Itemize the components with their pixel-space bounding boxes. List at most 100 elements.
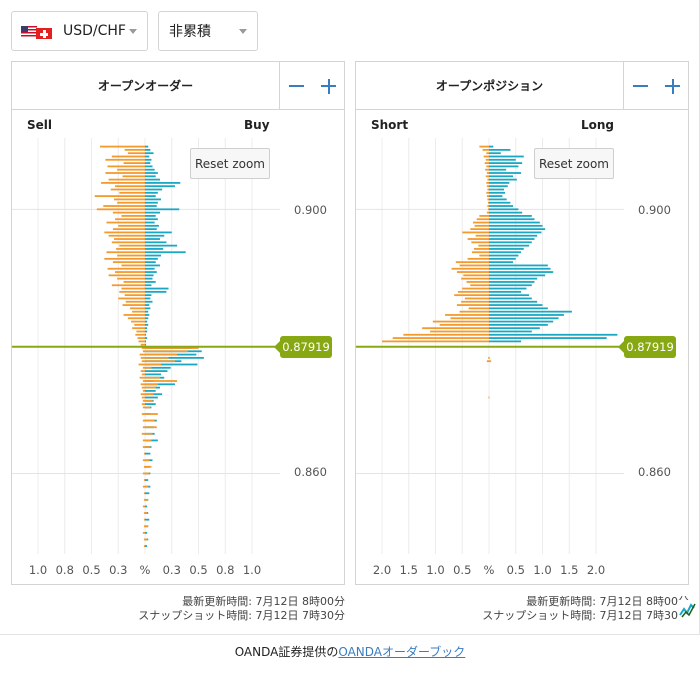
bar-sell xyxy=(140,393,145,396)
bar-short xyxy=(457,290,489,293)
bar-long xyxy=(489,317,559,320)
zoom-in-button[interactable] xyxy=(656,62,689,110)
minus-icon xyxy=(632,84,648,87)
bar-buy xyxy=(145,188,163,191)
bar-buy xyxy=(145,221,155,224)
bar-sell xyxy=(141,396,145,399)
bar-short xyxy=(467,257,489,260)
bar-buy xyxy=(145,145,149,148)
bar-long xyxy=(489,234,538,237)
bar-buy xyxy=(145,251,186,254)
bar-long xyxy=(489,152,501,155)
positions-chart[interactable] xyxy=(356,138,689,554)
bar-below-price xyxy=(488,356,490,359)
bar-sell xyxy=(136,330,145,333)
bar-long xyxy=(489,162,523,164)
bar-sell-below-price- xyxy=(145,432,153,435)
currency-pair-select[interactable]: USD/CHF xyxy=(11,11,148,51)
bar-sell-below-price- xyxy=(145,380,178,382)
short-label: Short xyxy=(371,118,409,132)
bar-short xyxy=(461,300,489,303)
bar-sell xyxy=(135,333,145,336)
bar-buy xyxy=(145,333,147,336)
bar-long xyxy=(489,195,503,198)
bar-short xyxy=(486,182,489,184)
bar-buy xyxy=(145,148,151,151)
bar-sell xyxy=(141,432,145,435)
x-tick-label: % xyxy=(139,563,151,577)
bar-sell xyxy=(121,215,145,217)
bar-sell-below-price- xyxy=(145,350,188,353)
reset-zoom-button[interactable]: Reset zoom xyxy=(190,148,270,179)
bar-buy xyxy=(145,191,158,194)
bar-sell-below-price- xyxy=(145,439,152,442)
bar-long xyxy=(489,168,507,171)
bar-buy xyxy=(145,396,158,399)
bar-buy xyxy=(145,198,162,201)
chevron-down-icon xyxy=(129,29,137,34)
bar-short xyxy=(471,241,489,244)
bar-long xyxy=(489,333,618,336)
x-tick-label: 1.5 xyxy=(399,563,418,577)
bar-sell xyxy=(118,224,145,227)
bar-short xyxy=(430,330,489,333)
bar-buy xyxy=(145,158,152,161)
reset-zoom-button[interactable]: Reset zoom xyxy=(534,148,614,179)
bar-buy xyxy=(145,244,178,247)
bar-short xyxy=(487,198,489,201)
zoom-out-button[interactable] xyxy=(624,62,656,110)
x-tick-label: 1.0 xyxy=(28,563,48,577)
bar-buy xyxy=(145,479,149,481)
x-tick-label: 0.5 xyxy=(189,563,208,577)
bar-long xyxy=(489,277,538,280)
bar-long xyxy=(489,228,546,231)
zoom-in-button[interactable] xyxy=(312,62,345,110)
snapshot-time-text: スナップショット時間: 7月12日 7時30分 xyxy=(138,609,345,622)
bar-sell xyxy=(139,353,145,356)
bar-short xyxy=(456,304,489,306)
bar-sell xyxy=(108,178,145,181)
bar-sell xyxy=(143,492,145,495)
panel-title: オープンオーダー xyxy=(12,62,280,110)
bar-buy xyxy=(145,234,165,237)
bar-long xyxy=(489,307,548,310)
bar-below-price xyxy=(488,396,490,399)
bar-sell-below-price- xyxy=(145,383,158,386)
bar-short xyxy=(476,218,489,221)
bar-sell-below-price- xyxy=(145,498,149,501)
orders-chart[interactable] xyxy=(12,138,345,554)
bar-long xyxy=(489,155,524,158)
zoom-out-button[interactable] xyxy=(280,62,312,110)
bar-sell xyxy=(141,347,145,349)
bar-sell xyxy=(103,205,145,207)
cumulative-mode-select[interactable]: 非累積 xyxy=(158,11,258,51)
x-tick-label: 0.5 xyxy=(506,563,525,577)
bar-sell xyxy=(112,228,145,231)
bar-short xyxy=(468,307,489,310)
bar-sell xyxy=(143,498,145,501)
bar-short xyxy=(462,287,489,290)
bar-sell xyxy=(123,314,145,316)
bar-buy xyxy=(145,205,157,207)
bar-long xyxy=(489,323,548,326)
bar-buy xyxy=(145,531,148,534)
bar-short xyxy=(466,281,489,283)
bar-long xyxy=(489,337,607,339)
bar-sell xyxy=(142,350,145,353)
x-tick-label: 2.0 xyxy=(372,563,392,577)
bar-buy xyxy=(145,452,151,455)
bar-sell xyxy=(127,317,145,320)
bar-buy xyxy=(145,271,157,273)
bar-long xyxy=(489,198,507,201)
bar-short xyxy=(422,327,489,330)
bar-buy xyxy=(145,373,162,376)
price-tick: 0.860 xyxy=(638,465,671,479)
bar-sell xyxy=(142,505,145,508)
swiss-flag-icon xyxy=(36,28,52,39)
bar-short xyxy=(487,205,489,207)
bar-long xyxy=(489,310,572,313)
orderbook-link[interactable]: OANDAオーダーブック xyxy=(338,645,466,659)
bar-sell xyxy=(111,284,145,287)
bar-short xyxy=(467,238,489,240)
bar-sell xyxy=(142,419,145,422)
